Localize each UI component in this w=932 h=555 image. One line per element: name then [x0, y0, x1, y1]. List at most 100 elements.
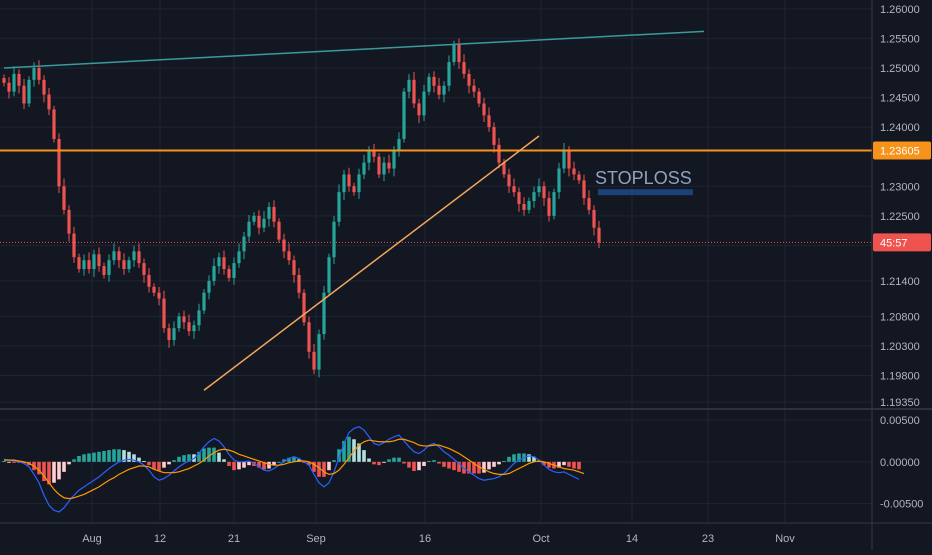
macd-histogram-bar: [152, 461, 156, 470]
y-tick-label: 1.25000: [880, 63, 920, 75]
candle-body: [587, 198, 591, 210]
candle-body: [232, 263, 236, 278]
candle-body: [487, 115, 491, 128]
macd-histogram-bar: [412, 461, 416, 472]
candle-body: [522, 204, 526, 210]
macd-histogram-bar: [387, 459, 391, 462]
candle-body: [352, 186, 356, 193]
candle-body: [492, 127, 496, 145]
macd-histogram-bar: [492, 461, 496, 467]
candle-body: [407, 79, 411, 92]
macd-histogram-bar: [122, 450, 126, 462]
macd-histogram-bar: [317, 461, 321, 477]
candle-body: [402, 91, 406, 139]
macd-histogram-bar: [12, 461, 16, 463]
macd-histogram-bar: [112, 449, 116, 462]
macd-histogram-bar: [392, 457, 396, 462]
candle-body: [12, 73, 16, 92]
macd-histogram-bar: [407, 461, 411, 468]
candle-body: [197, 310, 201, 326]
stoploss-annotation[interactable]: STOPLOSS: [595, 168, 692, 188]
macd-histogram-bar: [272, 461, 276, 466]
candle-body: [217, 257, 221, 267]
candle-body: [97, 254, 101, 267]
candle-body: [187, 322, 191, 332]
candle-body: [552, 192, 556, 216]
x-tick-label: Oct: [532, 533, 549, 545]
candle-body: [132, 251, 136, 261]
candle-body: [342, 174, 346, 193]
candle-body: [322, 292, 326, 335]
y-tick-label: 1.21400: [880, 276, 920, 288]
x-tick-label: 12: [154, 533, 166, 545]
macd-histogram-bar: [452, 461, 456, 471]
y-tick-label: 1.19800: [880, 370, 920, 382]
candle-body: [362, 162, 366, 175]
candle-body: [412, 79, 416, 104]
candle-body: [92, 254, 96, 270]
candle-body: [192, 325, 196, 332]
candle-body: [87, 260, 91, 270]
candle-body: [557, 168, 561, 193]
macd-histogram-bar: [132, 454, 136, 462]
macd-histogram-bar: [372, 461, 376, 465]
macd-histogram-bar: [577, 461, 581, 470]
macd-histogram-bar: [312, 461, 316, 472]
candle-body: [327, 257, 331, 293]
y-tick-label: 1.19350: [880, 397, 920, 409]
upper-channel-line[interactable]: [3, 30, 705, 69]
candle-body: [62, 186, 66, 210]
macd-histogram-bar: [157, 461, 161, 472]
macd-histogram-bar: [267, 461, 271, 469]
macd-histogram-bar: [197, 451, 201, 462]
macd-histogram-bar: [332, 460, 336, 462]
macd-histogram-bar: [127, 451, 131, 462]
x-tick-label: Aug: [82, 533, 102, 545]
macd-histogram-bar: [362, 450, 366, 462]
macd-histogram-bar: [397, 457, 401, 462]
macd-histogram-bar: [2, 460, 6, 462]
macd-histogram-bar: [7, 461, 11, 463]
candle-body: [52, 109, 56, 139]
candle-body: [337, 192, 341, 222]
candle-body: [42, 79, 46, 95]
candle-body: [252, 215, 256, 222]
candle-body: [172, 328, 176, 340]
candle-body: [517, 192, 521, 204]
candle-body: [572, 168, 576, 175]
macd-histogram-bar: [217, 452, 221, 462]
macd-histogram-bar: [277, 461, 281, 463]
candle-body: [227, 269, 231, 278]
candle-body: [82, 260, 86, 270]
macd-histogram-bar: [342, 440, 346, 462]
drawings[interactable]: STOPLOSS: [0, 30, 872, 391]
macd-histogram-bar: [512, 454, 516, 462]
macd-histogram-bar: [567, 461, 571, 467]
candle-body: [57, 138, 61, 187]
candle-body: [357, 174, 361, 193]
candle-body: [102, 266, 106, 275]
candle-body: [332, 221, 336, 258]
x-tick-label: 23: [702, 533, 714, 545]
candle-body: [17, 73, 21, 86]
candle-body: [287, 251, 291, 261]
macd-histogram-bar: [137, 457, 141, 462]
macd-histogram-bar: [417, 461, 421, 471]
support-trendline[interactable]: [203, 135, 540, 391]
macd-histogram-bar: [97, 451, 101, 462]
macd-histogram-bar: [572, 461, 576, 469]
stoploss-zone[interactable]: [598, 189, 693, 196]
x-tick-label: Nov: [775, 533, 795, 545]
macd-y-tick-label: 0.00500: [880, 415, 920, 427]
candle-body: [432, 76, 436, 86]
candle-body: [367, 150, 371, 163]
candle-body: [292, 260, 296, 275]
candle-body: [202, 292, 206, 311]
candle-body: [162, 298, 166, 329]
macd-histogram-bar: [482, 461, 486, 473]
candle-body: [7, 82, 11, 92]
